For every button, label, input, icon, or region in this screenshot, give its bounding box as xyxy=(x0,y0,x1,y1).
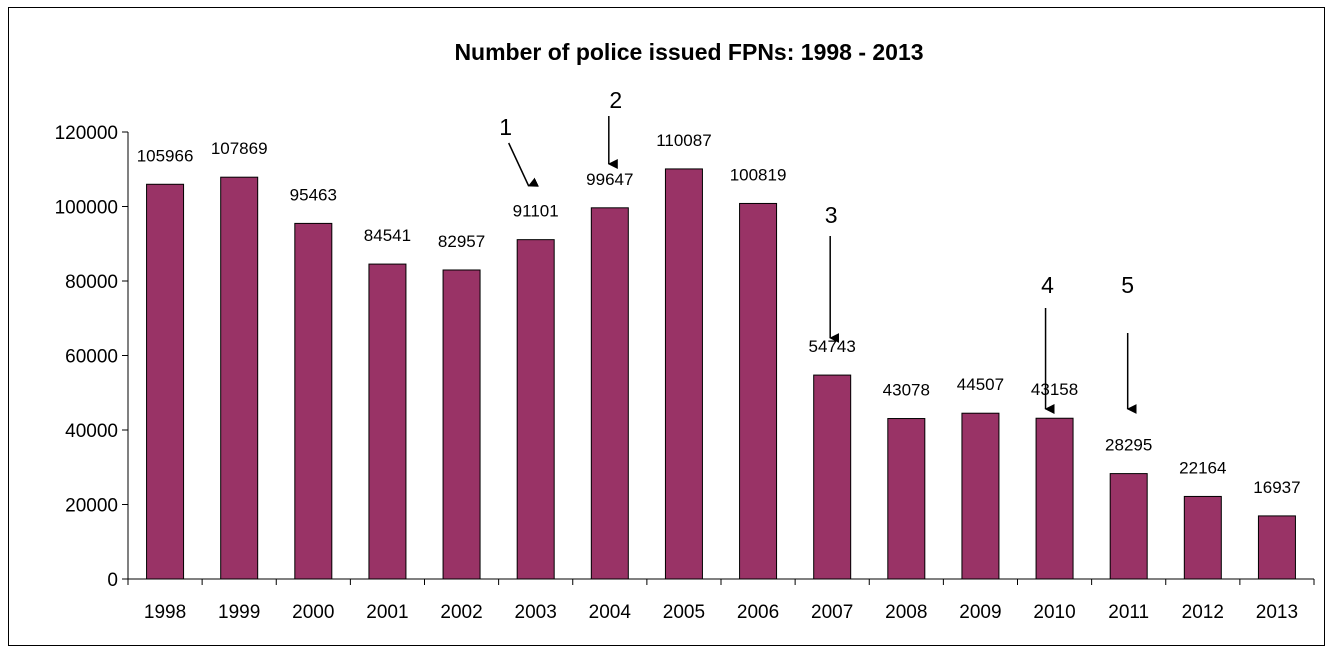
bar xyxy=(294,222,333,580)
x-tick-label: 2003 xyxy=(515,602,557,623)
x-tick-label: 2012 xyxy=(1182,602,1224,623)
bar xyxy=(1257,515,1296,580)
x-tick-label: 2002 xyxy=(440,602,482,623)
data-label: 82957 xyxy=(438,232,485,251)
bar xyxy=(961,412,1000,580)
bar-chart: Number of police issued FPNs: 1998 - 201… xyxy=(55,39,1315,623)
annotation-arrow xyxy=(508,142,539,187)
x-tick-label: 2000 xyxy=(292,602,334,623)
data-label: 84541 xyxy=(364,226,411,245)
x-tick-label: 2005 xyxy=(663,602,705,623)
x-tick-label: 2008 xyxy=(885,602,927,623)
plot-area: 0 20000 40000 60000 80000 100000 120000 105966 1… xyxy=(55,87,1315,623)
bar xyxy=(146,183,185,580)
x-tick-label: 1999 xyxy=(218,602,260,623)
x-tick-label: 2009 xyxy=(959,602,1001,623)
y-tick-label: 80000 xyxy=(65,272,118,293)
data-label: 107869 xyxy=(211,139,268,158)
data-label: 100819 xyxy=(730,165,787,184)
data-label: 22164 xyxy=(1179,458,1226,477)
bar xyxy=(1183,495,1222,580)
chart-title: Number of police issued FPNs: 1998 - 201… xyxy=(454,39,923,65)
bar xyxy=(887,418,926,580)
x-tick-label: 2006 xyxy=(737,602,779,623)
y-tick-label: 120000 xyxy=(55,123,118,144)
bar xyxy=(739,202,778,580)
data-label: 110087 xyxy=(656,131,711,150)
annotation-label: 4 xyxy=(1041,272,1054,298)
bar xyxy=(220,176,259,580)
annotation-label: 1 xyxy=(499,114,512,140)
y-tick-label: 100000 xyxy=(55,198,118,219)
data-label: 99647 xyxy=(586,170,633,189)
data-label: 44507 xyxy=(957,375,1004,394)
annotation-label: 5 xyxy=(1121,272,1134,298)
data-label: 95463 xyxy=(290,185,337,204)
annotation-label: 2 xyxy=(609,87,622,113)
x-tick-label: 2001 xyxy=(366,602,408,623)
chart-frame: Number of police issued FPNs: 1998 - 201… xyxy=(8,7,1325,646)
data-label: 91101 xyxy=(513,202,559,221)
bar xyxy=(1109,473,1148,580)
y-tick-label: 60000 xyxy=(65,347,118,368)
annotation-label: 3 xyxy=(825,202,838,228)
x-tick-label: 2010 xyxy=(1033,602,1075,623)
bar xyxy=(368,263,407,580)
data-label: 43158 xyxy=(1031,380,1078,399)
x-tick-label: 1998 xyxy=(144,602,186,623)
bar xyxy=(813,374,852,580)
x-tick-label: 2011 xyxy=(1108,602,1149,623)
bar xyxy=(516,239,555,580)
bar xyxy=(442,269,481,580)
y-tick-label: 0 xyxy=(107,570,118,591)
data-label: 16937 xyxy=(1253,478,1300,497)
y-tick-label: 40000 xyxy=(65,421,118,442)
x-tick-label: 2013 xyxy=(1256,602,1298,623)
data-label: 43078 xyxy=(883,381,930,400)
data-label: 28295 xyxy=(1105,436,1152,455)
bar xyxy=(590,207,629,580)
data-label: 54743 xyxy=(809,337,856,356)
x-tick-label: 2004 xyxy=(589,602,632,623)
bar xyxy=(1035,417,1074,580)
data-label: 105966 xyxy=(137,146,194,165)
y-tick-label: 20000 xyxy=(65,496,118,517)
x-tick-label: 2007 xyxy=(811,602,853,623)
bar xyxy=(664,168,703,580)
